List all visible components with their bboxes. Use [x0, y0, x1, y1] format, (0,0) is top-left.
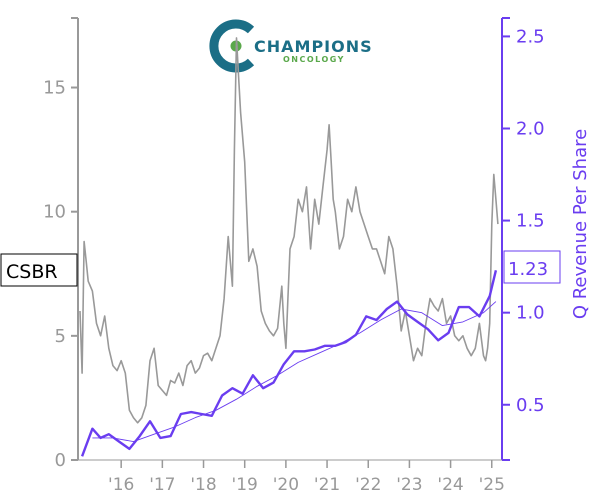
- x-tick-label: '21: [314, 475, 340, 495]
- x-tick-label: '17: [149, 475, 175, 495]
- logo-subword: ONCOLOGY: [283, 55, 345, 64]
- revenue-trend-line: [92, 301, 497, 443]
- ticker-badge: CSBR: [0, 253, 78, 287]
- revenue-line: [80, 270, 498, 457]
- price-line: [79, 37, 499, 424]
- right-tick-label: 2.0: [516, 119, 545, 140]
- x-tick-label: '19: [232, 475, 258, 495]
- x-tick-label: '25: [479, 475, 505, 495]
- left-tick-label: 15: [43, 78, 66, 99]
- left-tick-label: 10: [43, 202, 66, 223]
- x-tick-label: '16: [108, 475, 134, 495]
- right-tick-label: 0.5: [516, 395, 545, 416]
- x-tick-label: '22: [355, 475, 381, 495]
- right-axis: 0.5 1.0 1.5 2.0 2.5: [501, 17, 545, 461]
- right-axis-title: Q Revenue Per Share: [570, 129, 591, 319]
- x-axis: '16 '17 '18 '19 '20 '21 '22 '23 '24 '25: [78, 459, 505, 495]
- left-tick-label: 5: [55, 326, 66, 347]
- right-tick-label: 1.5: [516, 211, 545, 232]
- last-value-label: 1.23: [508, 259, 548, 280]
- x-tick-label: '18: [190, 475, 216, 495]
- x-tick-label: '24: [437, 475, 463, 495]
- right-tick-label: 2.5: [516, 26, 545, 47]
- ticker-label: CSBR: [6, 261, 58, 283]
- left-axis: 0 5 10 15: [43, 17, 79, 471]
- logo-word: CHAMPIONS: [254, 37, 373, 56]
- right-tick-label: 1.0: [516, 303, 545, 324]
- last-value-badge: 1.23: [503, 250, 561, 284]
- left-tick-label: 0: [55, 450, 66, 471]
- series-layer: [79, 37, 499, 457]
- x-tick-label: '20: [273, 475, 299, 495]
- x-tick-label: '23: [396, 475, 422, 495]
